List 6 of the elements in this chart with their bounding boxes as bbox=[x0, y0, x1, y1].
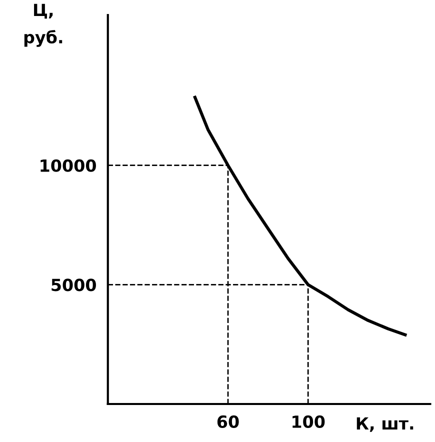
x-axis-title: К, шт. bbox=[356, 417, 414, 432]
y-axis-title: Ц, руб. bbox=[24, 4, 62, 47]
y-tick-label: 10000 bbox=[40, 159, 96, 172]
x-tick-label: 100 bbox=[292, 415, 325, 428]
x-tick-label: 60 bbox=[217, 415, 239, 428]
y-tick-label: 5000 bbox=[52, 278, 96, 292]
